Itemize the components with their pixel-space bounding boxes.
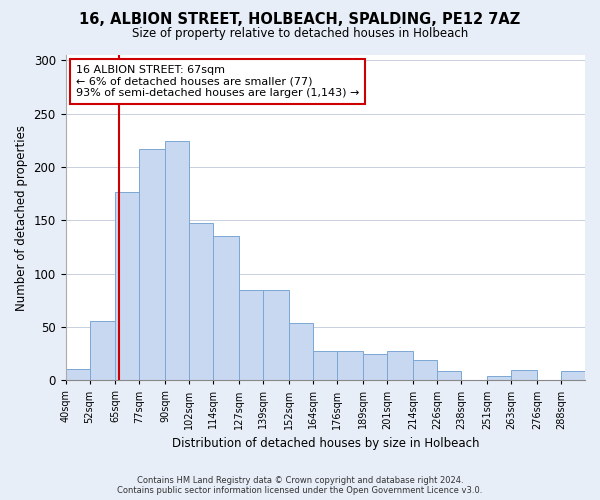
Bar bbox=[214, 236, 239, 380]
Text: Size of property relative to detached houses in Holbeach: Size of property relative to detached ho… bbox=[132, 28, 468, 40]
Bar bbox=[289, 322, 313, 380]
Y-axis label: Number of detached properties: Number of detached properties bbox=[15, 124, 28, 310]
Bar bbox=[561, 370, 585, 380]
Bar bbox=[190, 224, 214, 380]
Bar bbox=[115, 192, 139, 380]
Bar bbox=[139, 149, 166, 380]
Bar bbox=[239, 290, 263, 380]
X-axis label: Distribution of detached houses by size in Holbeach: Distribution of detached houses by size … bbox=[172, 437, 479, 450]
Bar bbox=[387, 352, 413, 380]
Bar bbox=[487, 376, 511, 380]
Bar bbox=[413, 360, 437, 380]
Bar bbox=[437, 370, 461, 380]
Bar bbox=[89, 320, 115, 380]
Bar bbox=[263, 290, 289, 380]
Bar bbox=[166, 142, 190, 380]
Bar bbox=[363, 354, 387, 380]
Text: Contains HM Land Registry data © Crown copyright and database right 2024.
Contai: Contains HM Land Registry data © Crown c… bbox=[118, 476, 482, 495]
Bar bbox=[511, 370, 537, 380]
Bar bbox=[313, 352, 337, 380]
Text: 16 ALBION STREET: 67sqm
← 6% of detached houses are smaller (77)
93% of semi-det: 16 ALBION STREET: 67sqm ← 6% of detached… bbox=[76, 65, 359, 98]
Text: 16, ALBION STREET, HOLBEACH, SPALDING, PE12 7AZ: 16, ALBION STREET, HOLBEACH, SPALDING, P… bbox=[79, 12, 521, 28]
Bar bbox=[65, 368, 89, 380]
Bar bbox=[337, 352, 363, 380]
